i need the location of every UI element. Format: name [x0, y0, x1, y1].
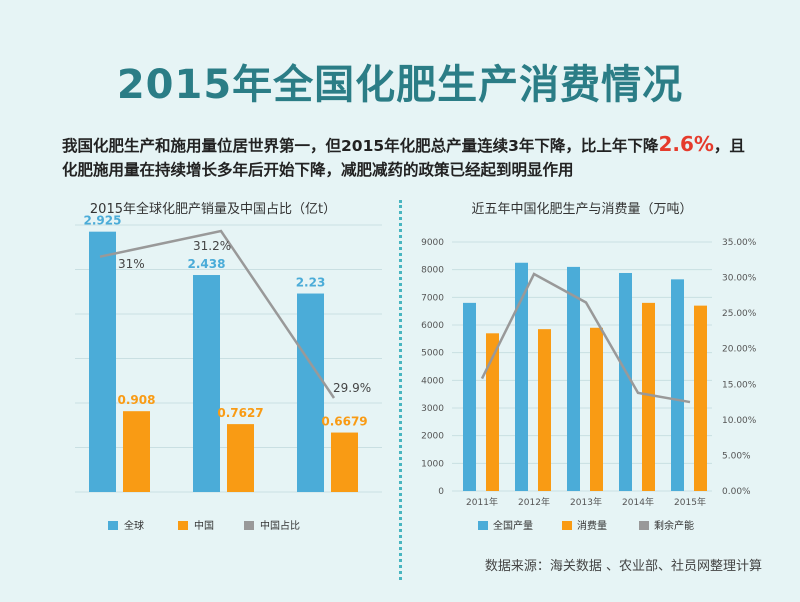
chart1-label-china: 0.6679: [321, 415, 367, 429]
chart1-title: 2015年全球化肥产销量及中国占比（亿t）: [90, 201, 336, 217]
chart1-legend-label: 中国: [194, 519, 214, 532]
chart1-label-global: 2.438: [188, 257, 226, 271]
chart2-ytick: 3000: [421, 404, 444, 414]
chart2-ytick: 1000: [421, 459, 444, 469]
chart1-label-global: 2.925: [84, 214, 122, 228]
chart1-bar-global: [297, 293, 324, 492]
chart2-xtick: 2014年: [622, 496, 654, 508]
chart2-y2tick: 5.00%: [722, 451, 751, 461]
chart2-ytick: 7000: [421, 293, 444, 303]
chart2-bar-consumption: [694, 305, 707, 491]
chart1-bar-global: [193, 275, 220, 492]
chart1-legend-label: 全球: [124, 519, 144, 532]
page-title: 2015年全国化肥生产消费情况: [116, 62, 684, 108]
chart1-bar-global: [89, 231, 116, 493]
chart2-bar-production: [463, 302, 476, 491]
chart2-ytick: 9000: [421, 238, 444, 248]
chart2-bar-consumption: [486, 333, 499, 491]
chart2-bar-production: [567, 266, 580, 491]
chart1-bar-china: [227, 424, 254, 492]
summary-part1: 我国化肥生产和施用量位居世界第一，但2015年化肥总产量连续3年下降，比上年下降: [62, 137, 659, 155]
chart1-share-line: [99, 229, 336, 399]
chart2-xtick: 2012年: [518, 496, 550, 508]
chart2-xtick: 2011年: [466, 496, 498, 508]
chart2-ytick: 8000: [421, 266, 444, 276]
summary-text: 我国化肥生产和施用量位居世界第一，但2015年化肥总产量连续3年下降，比上年下降…: [62, 132, 752, 182]
chart2-legend-label: 全国产量: [493, 519, 533, 532]
chart2-y2tick: 15.00%: [722, 380, 757, 390]
chart2-ytick: 5000: [421, 349, 444, 359]
summary-highlight: 2.6%: [658, 132, 714, 156]
chart2-legend-swatch: [478, 521, 488, 530]
chart2-y2tick: 10.00%: [722, 416, 757, 426]
chart-divider: [399, 200, 402, 580]
summary-part2: ，且化肥施用量在持续增长多年后开始下降，减肥减药的政策已经起到明显作用: [62, 137, 745, 179]
chart2-title: 近五年中国化肥生产与消费量（万吨）: [471, 202, 692, 217]
chart2-y2tick: 25.00%: [722, 309, 757, 319]
chart2-y2tick: 30.00%: [722, 274, 757, 284]
chart2-legend-label: 剩余产能: [654, 519, 694, 532]
chart1-legend-label: 中国占比: [260, 519, 300, 532]
chart2-bar-consumption: [590, 327, 603, 491]
chart1-share-label: 31%: [118, 257, 145, 271]
chart2-bar-production: [619, 272, 632, 491]
chart2-ytick: 6000: [421, 321, 444, 331]
chart2-bar-consumption: [642, 302, 655, 491]
chart2-bar-production: [515, 262, 528, 491]
chart1-label-china: 0.7627: [217, 406, 263, 420]
chart2-y2tick: 35.00%: [722, 238, 757, 248]
chart1-legend-swatch: [244, 521, 254, 530]
chart2-surplus-line: [480, 272, 691, 404]
chart2-bar-consumption: [538, 329, 551, 491]
chart2-y2tick: 20.00%: [722, 345, 757, 355]
chart2-legend-swatch: [639, 521, 649, 530]
chart2-xtick: 2015年: [674, 496, 706, 508]
chart2-legend-label: 消费量: [577, 519, 607, 532]
chart2-y2tick: 0.00%: [722, 487, 751, 497]
chart2-ytick: 0: [438, 487, 444, 497]
chart1-share-label: 29.9%: [333, 381, 371, 395]
chart2-ytick: 4000: [421, 376, 444, 386]
chart2-ytick: 2000: [421, 432, 444, 442]
chart2-bar-production: [671, 279, 684, 491]
chart1-label-china: 0.908: [118, 393, 156, 407]
chart1-bar-china: [331, 432, 358, 492]
data-source: 数据来源：海关数据 、农业部、社员网整理计算: [484, 559, 762, 574]
chart1-bar-china: [123, 411, 150, 492]
chart1-legend-swatch: [178, 521, 188, 530]
chart1-label-global: 2.23: [296, 276, 326, 290]
chart1-share-label: 31.2%: [193, 239, 231, 253]
chart2-xtick: 2013年: [570, 496, 602, 508]
chart2-legend-swatch: [562, 521, 572, 530]
chart1-legend-swatch: [108, 521, 118, 530]
